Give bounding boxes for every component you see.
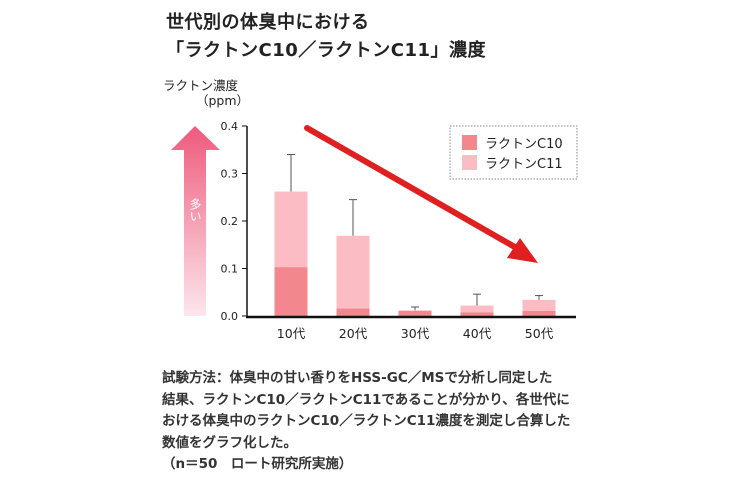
x-tick-label: 20代 [339, 326, 368, 341]
y-axis-unit: （ppm） [196, 93, 249, 108]
note-line: 結果、ラクトンC10／ラクトンC11であることが分かり、各世代に [162, 391, 570, 408]
x-tick-label: 30代 [401, 326, 430, 341]
bar-c10 [274, 267, 308, 316]
x-tick-label: 10代 [277, 326, 306, 341]
bar-c10 [460, 312, 494, 316]
y-tick-label: 0.4 [221, 120, 239, 133]
note-line: （n＝50 ロート研究所実施） [162, 456, 353, 472]
note-line: おける体臭中のラクトンC10／ラクトンC11濃度を測定し合算した [162, 413, 571, 429]
trend-arrow [304, 125, 538, 263]
legend-swatch-c11 [462, 155, 477, 170]
note-line: 試験方法：体臭中の甘い香りをHSS-GC／MSで分析し同定した [162, 370, 553, 386]
chart-title-line-1: 世代別の体臭中における [166, 12, 370, 33]
legend-swatch-c10 [462, 135, 477, 150]
bar-c10 [398, 310, 432, 316]
x-tick-label: 50代 [525, 326, 554, 341]
legend-label-c10: ラクトンC10 [485, 137, 563, 152]
y-tick-label: 0.1 [221, 263, 239, 276]
legend-label-c11: ラクトンC11 [485, 157, 563, 172]
y-tick-label: 0.3 [221, 168, 239, 181]
method-note: 試験方法：体臭中の甘い香りをHSS-GC／MSで分析し同定した 結果、ラクトンC… [162, 368, 570, 476]
bar-c11 [336, 235, 370, 309]
y-tick-label: 0.0 [221, 310, 239, 323]
increase-arrow [171, 126, 220, 316]
bar-c11 [274, 191, 308, 268]
x-tick-label: 40代 [463, 326, 492, 341]
note-line: 数値をグラフ化した。 [162, 434, 297, 451]
bar-c11 [522, 299, 556, 311]
y-axis-label: ラクトン濃度 [163, 78, 239, 93]
bar-c10 [522, 310, 556, 316]
increase-arrow-label: 多い [188, 198, 202, 222]
bar-c11 [460, 305, 494, 313]
bar-c10 [336, 308, 370, 316]
chart-title-line-2: 「ラクトンC10／ラクトンC11」濃度 [166, 40, 487, 61]
y-tick-label: 0.2 [221, 215, 239, 228]
legend: ラクトンC10 ラクトンC11 [449, 125, 578, 180]
